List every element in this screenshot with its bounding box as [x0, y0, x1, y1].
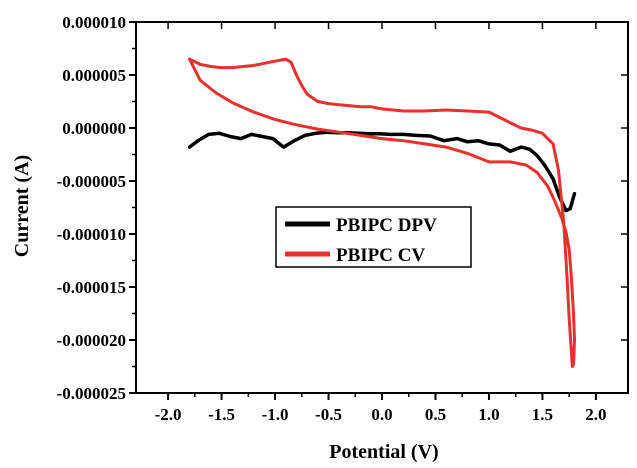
y-axis-title: Current (A)	[11, 155, 33, 257]
x-tick-label: -0.5	[315, 405, 342, 424]
legend-label-cv: PBIPC CV	[336, 245, 425, 266]
series-lines	[187, 57, 577, 368]
y-tick-label: -0.000010	[57, 225, 126, 244]
y-tick-label: -0.000005	[57, 172, 126, 191]
legend-label-dpv: PBIPC DPV	[336, 215, 437, 236]
tick-labels: -2.0 -1.5 -1.0 -0.5 0.0 0.5 1.0 1.5 2.0 0.000010 0…	[57, 13, 607, 424]
y-tick-label: -0.000020	[57, 331, 126, 350]
series-line-pbipc-dpv	[187, 130, 577, 213]
y-tick-label: 0.000005	[62, 66, 126, 85]
axis-ticks	[129, 21, 628, 400]
y-tick-label: -0.000015	[57, 278, 126, 297]
x-tick-label: -2.0	[155, 405, 182, 424]
x-tick-label: 2.0	[585, 405, 606, 424]
series-line-pbipc-cv	[188, 57, 576, 368]
y-tick-label: 0.000000	[62, 119, 126, 138]
x-tick-label: 1.5	[532, 405, 553, 424]
legend: PBIPC DPV PBIPC CV	[275, 206, 472, 268]
x-tick-label: 0.0	[371, 405, 392, 424]
x-tick-label: 1.0	[478, 405, 499, 424]
legend-box	[275, 206, 472, 268]
x-tick-label: -1.5	[208, 405, 235, 424]
x-tick-label: -1.0	[262, 405, 289, 424]
x-axis-title: Potential (V)	[329, 441, 438, 463]
x-tick-label: 0.5	[425, 405, 446, 424]
y-tick-label: -0.000025	[57, 384, 126, 403]
y-tick-label: 0.000010	[62, 13, 126, 32]
